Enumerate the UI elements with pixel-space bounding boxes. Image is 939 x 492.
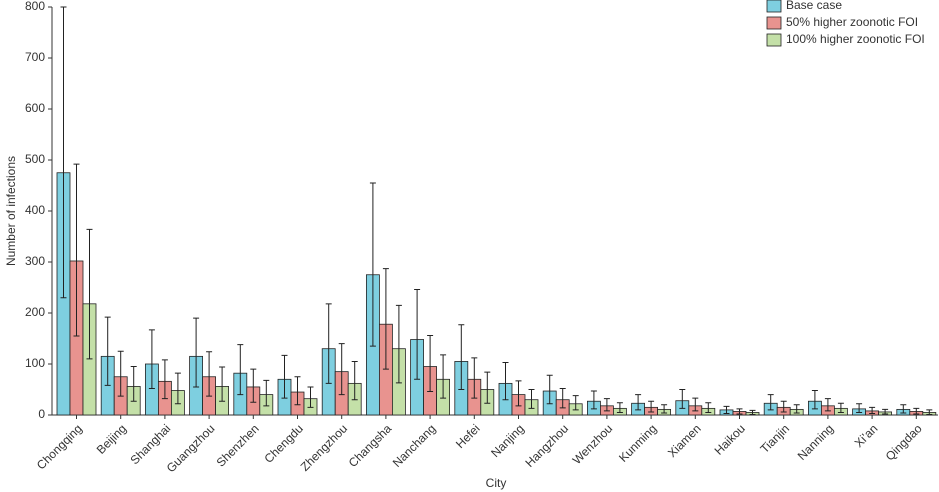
error-bar (263, 379, 270, 407)
error-bar (692, 397, 699, 412)
error-bar (193, 317, 200, 388)
error-bar (559, 387, 566, 409)
legend-label: 100% higher zoonotic FOI (786, 32, 925, 46)
error-bar (705, 402, 712, 413)
error-bar (515, 380, 522, 407)
error-bar (780, 400, 787, 413)
x-tick-label: Shanghai (128, 421, 174, 467)
error-bar (130, 366, 137, 402)
x-tick-label: Hangzhou (522, 421, 571, 470)
error-bar (206, 351, 213, 397)
error-bar (86, 228, 93, 360)
x-axis-label: City (486, 476, 507, 490)
error-bar (338, 343, 345, 396)
error-bar (528, 389, 535, 409)
x-tick-label: Chongqing (34, 421, 85, 472)
error-bar (546, 374, 553, 405)
error-bar (414, 289, 421, 380)
y-tick-label: 300 (25, 254, 45, 268)
y-tick-label: 800 (25, 0, 45, 13)
error-bar (926, 409, 933, 415)
error-bar (869, 406, 876, 414)
error-bar (648, 400, 655, 413)
error-bar (73, 163, 80, 337)
legend-swatch (766, 0, 782, 13)
error-bar (60, 6, 67, 299)
error-bar (281, 354, 288, 399)
x-tick-label: Guangzhou (164, 421, 218, 475)
x-tick-label: Nanning (795, 421, 837, 463)
y-tick-label: 600 (25, 101, 45, 115)
error-bar (767, 394, 774, 411)
error-bar (219, 366, 226, 402)
error-bar (913, 407, 920, 415)
legend-swatch (766, 33, 782, 47)
x-tick-label: Haikou (712, 421, 748, 457)
y-tick-label: 400 (25, 203, 45, 217)
error-bar (837, 402, 844, 413)
error-bar (471, 357, 478, 399)
y-axis-label: Number of infections (4, 156, 18, 266)
error-bar (325, 303, 332, 384)
error-bar (811, 390, 818, 410)
error-bar (369, 182, 376, 347)
error-bar (736, 408, 743, 415)
x-tick-label: Wenzhou (570, 421, 616, 467)
error-bar (502, 361, 509, 401)
x-tick-label: Chengdu (262, 421, 306, 465)
error-bar (590, 390, 597, 410)
error-bar (440, 354, 447, 399)
x-tick-label: Beijing (94, 421, 129, 456)
error-bar (161, 359, 168, 400)
error-bar (148, 329, 155, 389)
error-bar (458, 324, 465, 390)
error-bar (824, 398, 831, 412)
x-tick-label: Xi’an (852, 421, 881, 450)
error-bar (104, 316, 111, 386)
error-bar (294, 376, 301, 406)
y-tick-label: 100 (25, 356, 45, 370)
error-bar (427, 334, 434, 393)
error-bar (117, 350, 124, 397)
error-bar (484, 371, 491, 404)
error-bar (900, 404, 907, 414)
error-bar (572, 395, 579, 411)
error-bar (250, 368, 257, 403)
error-bar (856, 403, 863, 413)
error-bar (382, 268, 389, 370)
error-bar (635, 394, 642, 411)
error-bar (395, 304, 402, 384)
x-tick-label: Kunming (616, 421, 659, 464)
error-bar (661, 404, 668, 414)
error-bar (723, 405, 730, 414)
error-bar (679, 389, 686, 409)
x-tick-label: Nanjing (488, 421, 527, 460)
error-bar (793, 404, 800, 414)
y-tick-label: 0 (38, 407, 45, 421)
legend-label: 50% higher zoonotic FOI (786, 15, 918, 29)
y-tick-label: 500 (25, 152, 45, 166)
x-tick-label: Hefei (453, 421, 483, 451)
x-tick-label: Qingdao (883, 421, 925, 463)
x-tick-label: Tianjin (757, 421, 792, 456)
error-bar (174, 372, 181, 405)
x-tick-label: Changsha (346, 421, 395, 470)
error-bar (307, 386, 314, 408)
x-tick-label: Shenzhen (214, 421, 262, 469)
y-tick-label: 200 (25, 305, 45, 319)
error-bar (237, 344, 244, 396)
error-bar (616, 402, 623, 413)
error-bar (603, 398, 610, 412)
legend-label: Base case (786, 0, 842, 12)
error-bar (749, 409, 756, 415)
error-bar (882, 408, 889, 415)
x-tick-label: Xiamen (665, 421, 704, 460)
legend-swatch (766, 16, 782, 30)
x-tick-label: Zhengzhou (298, 421, 350, 473)
error-bar (351, 360, 358, 401)
y-tick-label: 700 (25, 50, 45, 64)
x-tick-label: Nanchang (390, 421, 439, 470)
